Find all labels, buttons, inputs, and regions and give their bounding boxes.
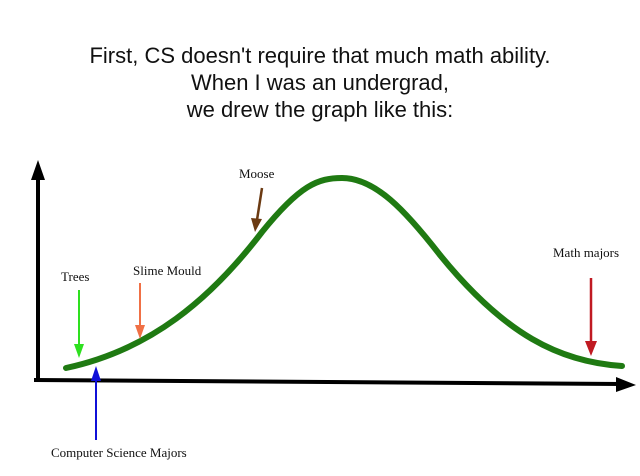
slime-mould-label: Slime Mould [133,263,202,278]
cs-majors-arrowhead [91,366,101,381]
trees-arrowhead [74,344,84,358]
title-line-2: When I was an undergrad, [190,70,450,95]
bell-curve [63,174,625,371]
x-axis-arrowhead [616,377,636,392]
slide-title: First, CS doesn't require that much math… [0,42,640,123]
math-majors-arrowhead [585,341,597,356]
moose-arrowhead [251,218,262,232]
trees-label: Trees [61,269,89,284]
math-majors-label: Math majors [553,245,619,260]
title-line-1: First, CS doesn't require that much math… [89,43,551,68]
title-line-3: we drew the graph like this: [186,97,454,122]
moose-arrow [255,187,264,221]
y-axis-arrowhead [31,160,45,180]
slime-mould-arrowhead [135,325,145,339]
x-axis [33,378,623,386]
cs-majors-label: Computer Science Majors [51,445,187,460]
moose-label: Moose [239,166,275,181]
